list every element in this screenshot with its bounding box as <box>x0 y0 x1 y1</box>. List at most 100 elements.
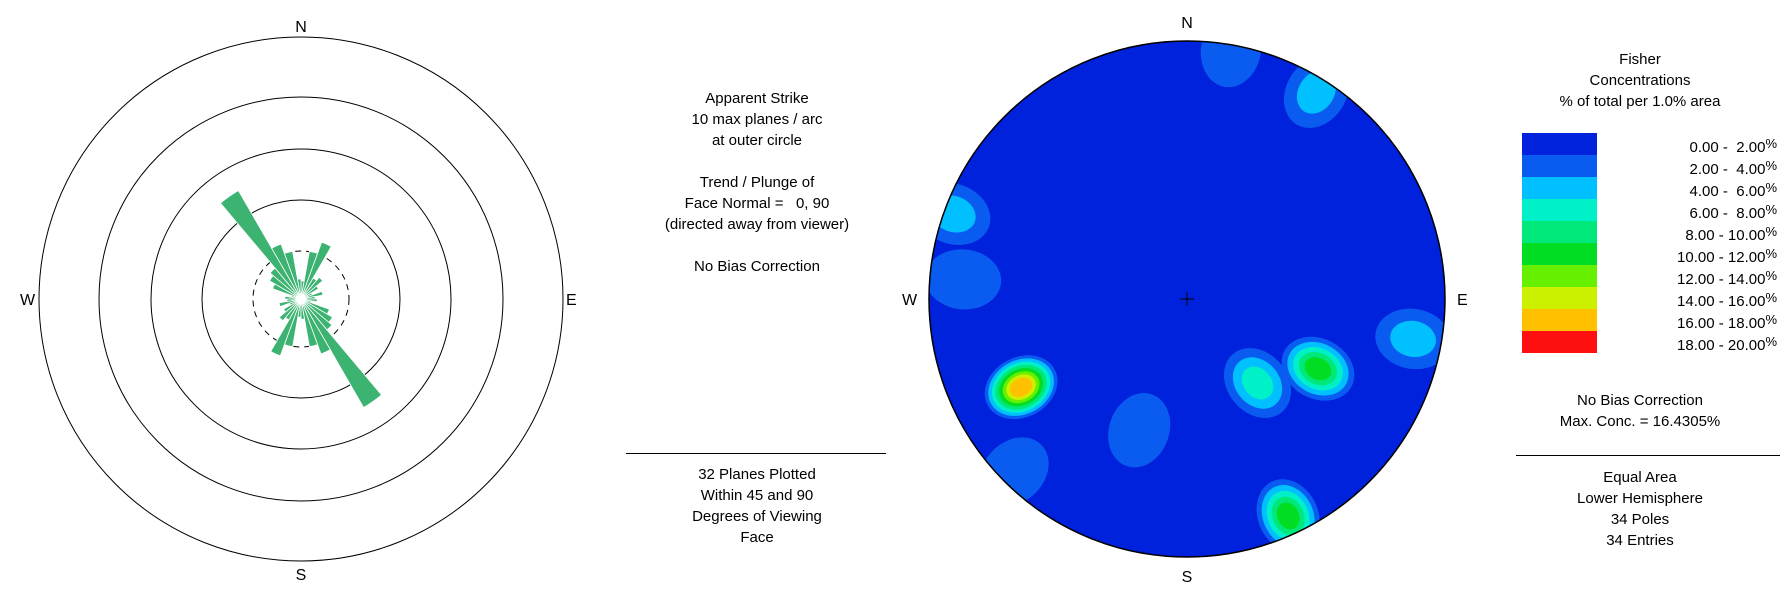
legend-title-line: % of total per 1.0% area <box>1559 93 1721 110</box>
rose-ring-2 <box>150 148 452 450</box>
legend-range-unit: % <box>1765 158 1777 173</box>
legend-row: 12.00 - 14.00% <box>1522 265 1782 288</box>
legend-range-text: 4.00 - 6.00 <box>1689 183 1766 200</box>
rose-west-label: W <box>20 292 36 309</box>
legend-range-label: 16.00 - 18.00% <box>1617 312 1777 332</box>
stats-line: No Bias Correction <box>1577 392 1703 409</box>
legend-title: Fisher Concentrations % of total per 1.0… <box>1505 49 1775 112</box>
legend-row: 18.00 - 20.00% <box>1522 331 1782 354</box>
rose-footer-line: Within 45 and 90 <box>700 487 814 504</box>
contour-level <box>1390 320 1436 358</box>
contour-layer <box>929 41 1445 553</box>
legend-range-text: 10.00 - 12.00 <box>1677 249 1766 266</box>
legend-range-text: 6.00 - 8.00 <box>1689 205 1766 222</box>
net-footer-rule <box>1516 455 1780 456</box>
legend-row: 14.00 - 16.00% <box>1522 287 1782 310</box>
rose-info-line: Trend / Plunge of <box>699 174 815 191</box>
legend-row: 4.00 - 6.00% <box>1522 177 1782 200</box>
legend-range-unit: % <box>1765 224 1777 239</box>
legend-range-text: 14.00 - 16.00 <box>1677 293 1766 310</box>
legend-range-label: 14.00 - 16.00% <box>1617 290 1777 310</box>
stats-block: No Bias Correction Max. Conc. = 16.4305% <box>1505 390 1775 432</box>
legend-swatch <box>1522 221 1597 243</box>
legend-swatch <box>1522 177 1597 199</box>
rose-info-line: (directed away from viewer) <box>664 216 850 233</box>
legend-swatch <box>1522 155 1597 177</box>
legend-swatch <box>1522 287 1597 309</box>
net-south-label: S <box>1182 569 1193 586</box>
legend-row: 2.00 - 4.00% <box>1522 155 1782 178</box>
legend-title-line: Fisher <box>1619 51 1661 68</box>
legend-range-text: 12.00 - 14.00 <box>1677 271 1766 288</box>
legend-row: 8.00 - 10.00% <box>1522 221 1782 244</box>
net-north-label: N <box>1181 15 1193 32</box>
rose-footer-line: Degrees of Viewing <box>692 508 822 525</box>
legend-range-text: 8.00 - 10.00 <box>1685 227 1766 244</box>
rose-north-label: N <box>295 19 307 36</box>
legend-range-unit: % <box>1765 136 1777 151</box>
rose-ring-4 <box>38 36 564 562</box>
spacer <box>626 151 888 172</box>
legend-range-unit: % <box>1765 290 1777 305</box>
legend-range-label: 0.00 - 2.00% <box>1617 136 1777 156</box>
legend-range-text: 2.00 - 4.00 <box>1689 161 1766 178</box>
legend-row: 16.00 - 18.00% <box>1522 309 1782 332</box>
rose-east-label: E <box>566 292 577 309</box>
rose-ring-3 <box>98 96 504 502</box>
rose-south-label: S <box>296 567 307 584</box>
legend-range-unit: % <box>1765 268 1777 283</box>
rose-info-line: Apparent Strike <box>705 90 809 107</box>
legend-range-unit: % <box>1765 312 1777 327</box>
rose-ring-1 <box>201 199 401 399</box>
legend-range-label: 4.00 - 6.00% <box>1617 180 1777 200</box>
legend-row: 0.00 - 2.00% <box>1522 133 1782 156</box>
contour-level <box>1304 357 1332 381</box>
rose-petal <box>300 276 324 300</box>
rose-petal <box>300 290 324 300</box>
legend-range-unit: % <box>1765 246 1777 261</box>
rose-footer-rule <box>626 453 886 454</box>
legend-range-text: 16.00 - 18.00 <box>1677 315 1766 332</box>
rose-info-line: at outer circle <box>711 132 803 149</box>
legend-row: 10.00 - 12.00% <box>1522 243 1782 266</box>
contour-level <box>1200 41 1262 88</box>
net-footer-line: Lower Hemisphere <box>1577 490 1703 507</box>
legend-swatch <box>1522 133 1597 155</box>
contour-level <box>1108 393 1171 468</box>
rose-ring-inner <box>252 250 350 348</box>
legend-range-unit: % <box>1765 180 1777 195</box>
legend-swatch <box>1522 265 1597 287</box>
legend-range-unit: % <box>1765 202 1777 217</box>
legend-range-text: 0.00 - 2.00 <box>1689 139 1766 156</box>
legend-range-label: 12.00 - 14.00% <box>1617 268 1777 288</box>
net-west-label: W <box>902 292 918 309</box>
rose-info-line: Face Normal = 0, 90 <box>684 195 830 212</box>
rose-diagram: N S W E <box>20 19 577 584</box>
rose-footer-block: 32 Planes Plotted Within 45 and 90 Degre… <box>626 464 888 548</box>
rose-info-block: Apparent Strike 10 max planes / arc at o… <box>626 88 888 277</box>
legend-range-label: 10.00 - 12.00% <box>1617 246 1777 266</box>
rose-petal <box>300 298 331 355</box>
rose-petal <box>300 285 320 300</box>
net-footer-line: 34 Poles <box>1610 511 1670 528</box>
net-footer-line: 34 Entries <box>1606 532 1674 549</box>
rose-petal <box>270 298 302 357</box>
stats-line: Max. Conc. = 16.4305% <box>1559 413 1721 430</box>
net-footer-line: Equal Area <box>1603 469 1677 486</box>
net-footer-block: Equal Area Lower Hemisphere 34 Poles 34 … <box>1505 467 1775 551</box>
legend-range-unit: % <box>1765 334 1777 349</box>
legend-title-line: Concentrations <box>1589 72 1691 89</box>
stereonet-primitive <box>928 40 1446 558</box>
stereonet: N S W E <box>902 15 1468 586</box>
contour-level <box>1009 377 1033 397</box>
rose-petal <box>219 189 302 300</box>
legend-range-label: 8.00 - 10.00% <box>1617 224 1777 244</box>
legend-row: 6.00 - 8.00% <box>1522 199 1782 222</box>
rose-footer-line: 32 Planes Plotted <box>698 466 816 483</box>
legend-swatch <box>1522 199 1597 221</box>
contour-level <box>1276 502 1300 530</box>
rose-petal <box>278 298 302 322</box>
contour-level <box>929 249 1002 310</box>
rose-petal <box>297 278 302 300</box>
